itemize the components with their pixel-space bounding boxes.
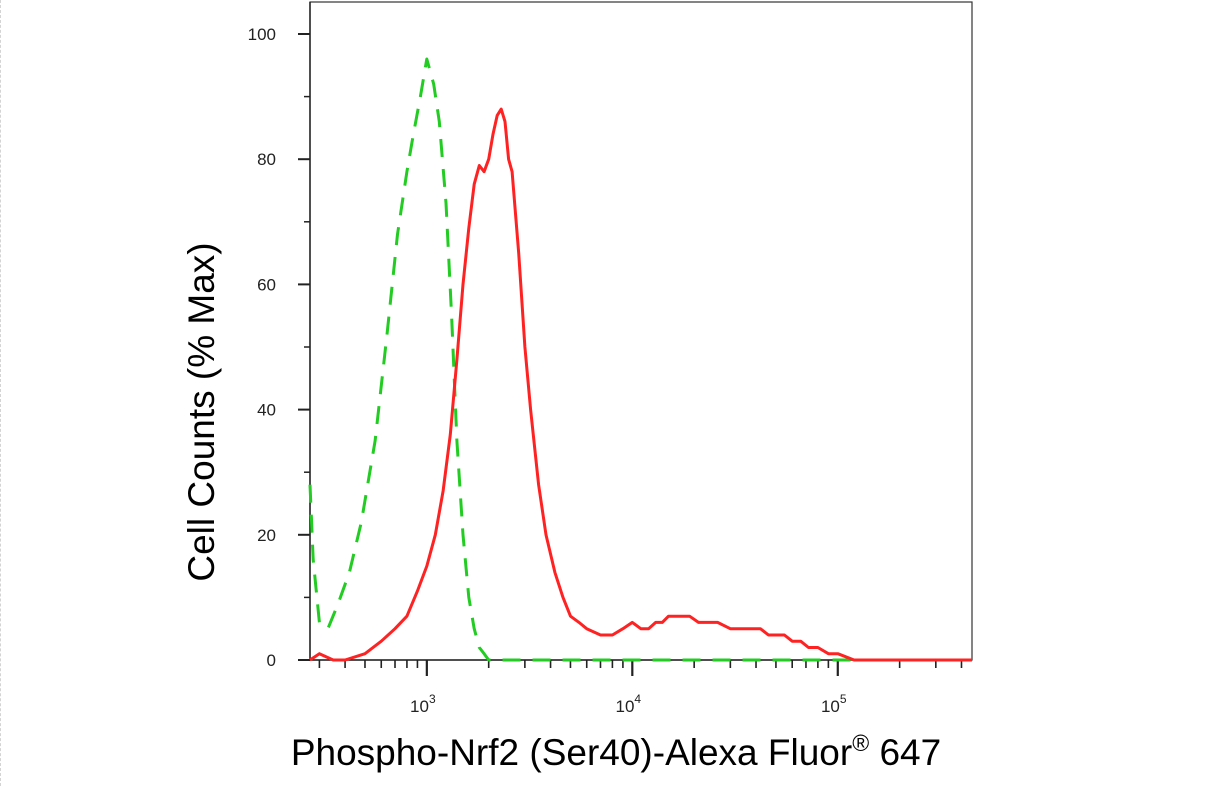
series-layer	[308, 57, 972, 662]
y-tick-label: 80	[257, 150, 276, 169]
y-tick-label: 40	[257, 401, 276, 420]
y-tick-label: 0	[267, 651, 276, 670]
x-tick-base: 10	[821, 697, 840, 716]
x-tick-base: 10	[410, 697, 429, 716]
x-tick-exponent: 4	[634, 692, 641, 706]
x-tick-exponent: 5	[840, 692, 847, 706]
left-dashed-edge	[0, 0, 2, 786]
x-tick-exponent: 3	[429, 692, 436, 706]
x-axis-title-main: Phospho-Nrf2 (Ser40)-Alexa Fluor	[291, 732, 852, 773]
y-tick-label: 60	[257, 275, 276, 294]
series-line-1	[308, 57, 972, 662]
plot-frame	[309, 1, 973, 661]
x-tick-label: 105	[821, 692, 847, 716]
x-axis-title-superscript: ®	[852, 730, 869, 756]
x-axis: 103 104 105	[310, 659, 972, 716]
x-tick-base: 10	[616, 697, 635, 716]
y-tick-label: 100	[248, 25, 276, 44]
x-tick-label: 104	[616, 692, 642, 716]
x-axis-title-suffix: 647	[869, 732, 941, 773]
y-tick-label: 20	[257, 526, 276, 545]
x-tick-label: 103	[410, 692, 436, 716]
series-line-2	[309, 107, 972, 662]
x-axis-title: Phospho-Nrf2 (Ser40)-Alexa Fluor® 647	[291, 730, 941, 773]
y-axis: 0 20 40 60 80 100	[248, 2, 311, 670]
y-axis-title: Cell Counts (% Max)	[181, 242, 222, 581]
